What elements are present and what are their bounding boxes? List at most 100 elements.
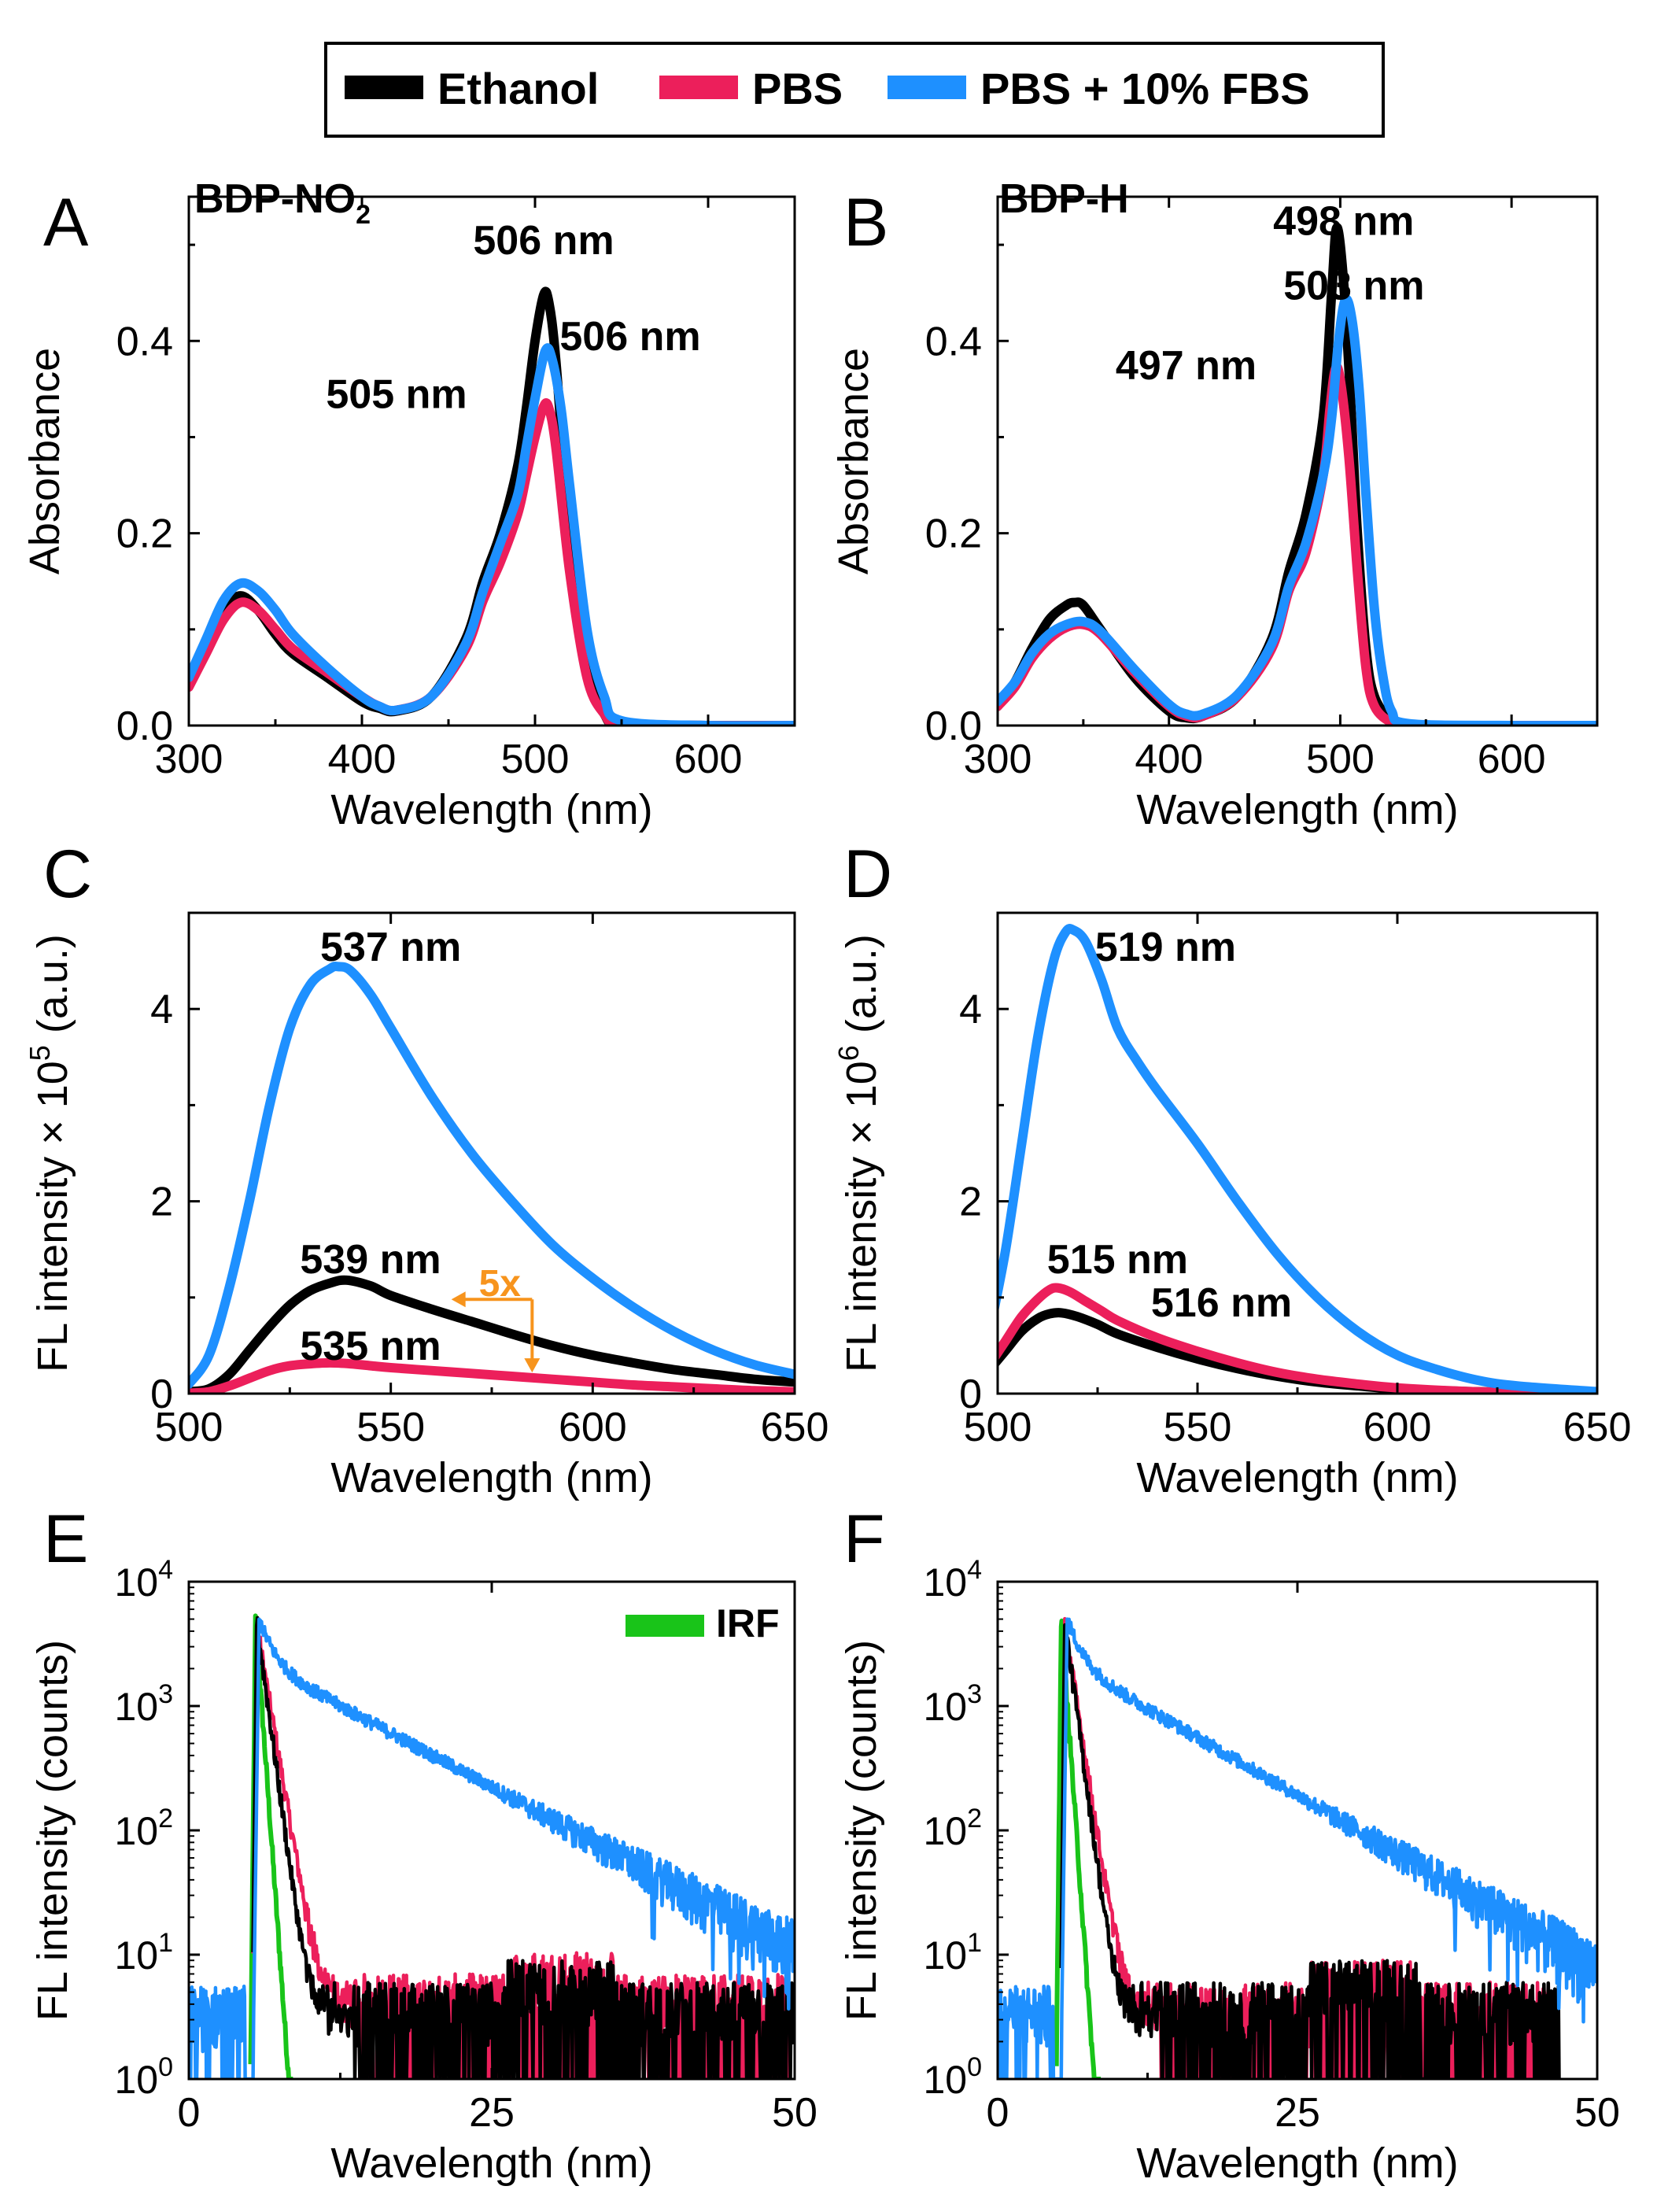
panel-d-x-tick-label: 600 bbox=[1364, 1405, 1432, 1450]
panel-a-x-axis-label: Wavelength (nm) bbox=[330, 786, 652, 833]
panel-e-series-group bbox=[189, 1613, 795, 2079]
panel-c-y-tick-label: 4 bbox=[150, 987, 173, 1032]
panel-d-x-tick-label: 500 bbox=[964, 1405, 1032, 1450]
panel-b-x-tick-label: 300 bbox=[964, 737, 1032, 782]
panel-c-series-pbs-10-fbs bbox=[189, 961, 795, 1389]
panel-b-plot: 300 400 500 600 0.0 0.2 0.4 Wavelength (nm) Abso… bbox=[830, 195, 1599, 833]
panel-a-y-tick-label: 0.0 bbox=[116, 703, 173, 749]
panel-d-series-pbs-10-fbs bbox=[998, 924, 1597, 1394]
panel-a-plot: 300 400 500 600 0.0 0.2 0.4 Wavelength (nm) Abso… bbox=[21, 195, 796, 833]
legend-swatch-pbs bbox=[659, 76, 738, 99]
panel-c-series-pbs bbox=[189, 1357, 795, 1394]
panel-a-peak-label: 506 nm bbox=[559, 314, 700, 360]
panel-b-y-axis-label: Absorbance bbox=[830, 348, 877, 574]
legend: Ethanol PBS PBS + 10% FBS bbox=[324, 42, 1385, 138]
panel-d-x-axis-label: Wavelength (nm) bbox=[1136, 1454, 1458, 1501]
panel-f-x-axis-label: Wavelength (nm) bbox=[1136, 2140, 1458, 2187]
panel-d-x-tick-label: 650 bbox=[1563, 1405, 1632, 1450]
panel-f-plot: 0 25 50 100 101 102 103 104 Wavelength (nm) FL in… bbox=[838, 1555, 1620, 2187]
panel-d-peak-label: 519 nm bbox=[1095, 925, 1236, 970]
panel-f-y-tick-label: 103 bbox=[923, 1679, 982, 1729]
panel-e-y-tick-label: 104 bbox=[114, 1555, 173, 1605]
panel-c-x-tick-label: 550 bbox=[356, 1405, 425, 1450]
panel-b-x-axis-label: Wavelength (nm) bbox=[1136, 786, 1458, 833]
legend-swatch-ethanol bbox=[345, 76, 423, 99]
panel-b-x-tick-label: 500 bbox=[1306, 737, 1375, 782]
panel-e-x-tick-label: 25 bbox=[469, 2090, 515, 2136]
legend-swatch-fbs bbox=[888, 76, 966, 99]
panel-b-y-tick-label: 0.2 bbox=[925, 511, 982, 557]
panel-b-peak-label: 497 nm bbox=[1116, 343, 1257, 389]
panel-a-x-tick-label: 600 bbox=[674, 737, 743, 782]
panel-c-x-axis-label: Wavelength (nm) bbox=[330, 1454, 652, 1501]
panel-e-y-tick-label: 102 bbox=[114, 1804, 173, 1853]
panel-letter-b: B bbox=[843, 185, 888, 260]
panel-letter-a: A bbox=[43, 185, 89, 260]
panel-f-x-tick-label: 25 bbox=[1275, 2090, 1320, 2136]
panel-a-series-group bbox=[189, 286, 795, 726]
panel-a-y-tick-label: 0.2 bbox=[116, 511, 173, 557]
panel-f-y-tick-label: 104 bbox=[923, 1555, 982, 1605]
panel-d-series-group bbox=[998, 924, 1597, 1394]
legend-label-pbs: PBS bbox=[752, 64, 843, 113]
panel-e-plot: 0 25 50 100 101 102 103 104 Wavelength (nm) FL in… bbox=[29, 1555, 817, 2187]
panel-f-series-ethanol bbox=[1059, 1623, 1562, 2079]
panel-letter-e: E bbox=[43, 1501, 88, 1577]
panel-f-y-tick-label: 102 bbox=[923, 1804, 982, 1853]
panel-e-x-axis-label: Wavelength (nm) bbox=[330, 2140, 652, 2187]
panel-a-peak-label: 505 nm bbox=[326, 371, 467, 417]
panel-d-series-pbs bbox=[998, 1283, 1597, 1394]
panel-c-peak-label: 535 nm bbox=[300, 1324, 441, 1369]
panel-d-y-tick-label: 2 bbox=[959, 1180, 982, 1225]
panel-b-axes-frame bbox=[996, 195, 1599, 727]
panel-f-series-group bbox=[998, 1616, 1597, 2079]
legend-box bbox=[324, 42, 1385, 138]
panel-e-y-tick-label: 100 bbox=[114, 2052, 173, 2102]
panel-c-peak-label: 537 nm bbox=[320, 925, 461, 970]
panel-b-y-tick-label: 0.4 bbox=[925, 319, 982, 364]
panel-title-b: BDP-H bbox=[999, 176, 1129, 222]
panel-b-x-tick-label: 600 bbox=[1478, 737, 1546, 782]
panel-d-y-axis-label: FL intensity × 106 (a.u.) bbox=[832, 934, 885, 1372]
panel-letter-c: C bbox=[43, 836, 92, 912]
panel-e-y-axis-label: FL intensity (counts) bbox=[29, 1640, 76, 2021]
panel-a-series-pbs-10-fbs bbox=[189, 343, 795, 726]
panel-e-series-ethanol bbox=[251, 1616, 795, 2079]
panel-b-y-tick-label: 0.0 bbox=[925, 703, 982, 749]
panel-f-x-tick-label: 0 bbox=[987, 2090, 1009, 2136]
panel-d-plot: 500 550 600 650 0 2 4 Wavelength (nm) FL intensi… bbox=[832, 911, 1632, 1501]
panel-f-y-tick-label: 100 bbox=[923, 2052, 982, 2102]
panel-c-peak-label: 539 nm bbox=[300, 1237, 441, 1283]
panel-title-a: BDP-NO2 bbox=[194, 176, 371, 230]
panel-e-series-pbs-10-fbs bbox=[189, 1617, 795, 2079]
panel-c-series-ethanol bbox=[189, 1275, 795, 1394]
panel-letter-d: D bbox=[843, 836, 892, 912]
panel-c-x-tick-label: 650 bbox=[761, 1405, 829, 1450]
legend-label-fbs: PBS + 10% FBS bbox=[980, 64, 1310, 113]
panel-a-x-tick-label: 400 bbox=[328, 737, 397, 782]
panel-f-series-pbs-10-fbs bbox=[998, 1617, 1597, 2079]
panel-d-x-tick-label: 550 bbox=[1164, 1405, 1232, 1450]
panel-c-x-tick-label: 600 bbox=[559, 1405, 627, 1450]
panel-letter-f: F bbox=[843, 1501, 885, 1577]
panel-a-x-tick-label: 500 bbox=[501, 737, 570, 782]
panel-b-peak-label: 503 nm bbox=[1283, 263, 1424, 308]
panel-c-x-tick-label: 500 bbox=[155, 1405, 223, 1450]
panel-e-legend-swatch-irf bbox=[626, 1615, 704, 1637]
panel-a-peak-label: 506 nm bbox=[473, 218, 614, 264]
panel-e-legend-label-irf: IRF bbox=[716, 1601, 780, 1645]
panel-b-series-group bbox=[998, 223, 1597, 726]
panel-c-arrow-left-head bbox=[451, 1291, 466, 1308]
panel-f-x-tick-label: 50 bbox=[1574, 2090, 1620, 2136]
panel-c-y-axis-label: FL intensity × 105 (a.u.) bbox=[24, 934, 76, 1372]
panel-a-x-tick-label: 300 bbox=[155, 737, 223, 782]
panel-e-y-tick-label: 103 bbox=[114, 1679, 173, 1729]
panel-c-plot: 500 550 600 650 0 2 4 Wavelength (nm) FL intensi… bbox=[24, 911, 829, 1501]
panel-e-x-tick-label: 0 bbox=[178, 2090, 201, 2136]
panel-c-y-tick-label: 0 bbox=[150, 1372, 173, 1417]
panel-c-y-tick-label: 2 bbox=[150, 1180, 173, 1225]
panel-c-series-group bbox=[189, 961, 795, 1394]
panel-c-fold-label: 5x bbox=[479, 1263, 522, 1305]
panel-b-x-tick-label: 400 bbox=[1135, 737, 1203, 782]
